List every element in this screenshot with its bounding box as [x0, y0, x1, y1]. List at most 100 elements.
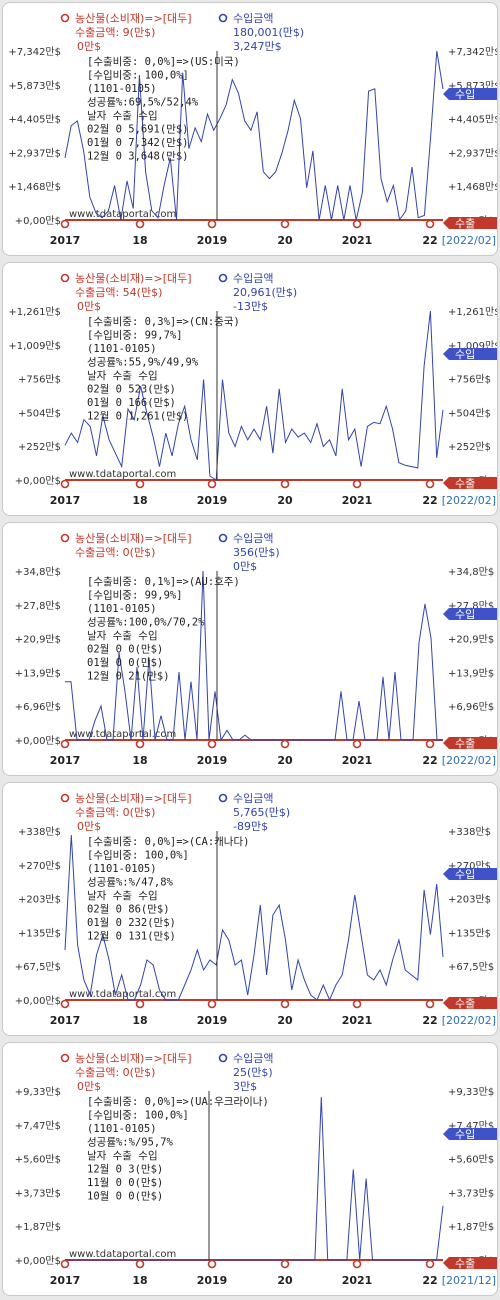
import-series-line [64, 50, 444, 222]
info-line: 성공률%:100,0%/70,2% [87, 617, 205, 629]
info-line: [수출비중: 0,3%]=>(CN:중국) [87, 316, 240, 328]
export-badge-label: 수출 [455, 737, 475, 750]
cursor-export-value: 0만$ [77, 40, 101, 53]
info-line: (1101-0105) [87, 863, 157, 875]
cursor-import-value: -89만$ [233, 820, 268, 833]
export-badge[interactable]: 수출 [443, 997, 498, 1010]
watermark: www.tdataportal.com [69, 1249, 176, 1260]
export-badge[interactable]: 수출 [443, 477, 498, 490]
x-tick-label: 20 [277, 1014, 293, 1027]
export-badge[interactable]: 수출 [443, 217, 498, 230]
export-amount: 수출금액: 54(만$) [75, 286, 162, 299]
export-amount: 수출금액: 0(만$) [75, 806, 155, 819]
info-line: 02월 0 0(만$) [87, 644, 163, 656]
info-line: 12월 0 3,648(만$) [87, 151, 189, 163]
export-badge-label: 수출 [455, 1257, 475, 1270]
y-tick-left: +338만$ [18, 826, 61, 838]
info-line: [수출비중: 0,0%]=>(CA:캐나다) [87, 836, 249, 848]
info-line: 02월 0 5,691(만$) [87, 124, 189, 136]
import-amount: 20,961(만$) [233, 286, 297, 299]
y-tick-left: +1,009만$ [8, 340, 61, 352]
chart-panel: 농산물(소비재)=>[대두] 수출금액: 0(만$) 수입금액 5,765(만$) 0만… [2, 782, 498, 1036]
import-badge-label: 수입 [455, 348, 475, 361]
export-legend-marker [60, 273, 70, 283]
y-tick-right: +6,96만$ [448, 701, 494, 713]
import-title: 수입금액 [233, 1052, 273, 1065]
import-legend-marker [218, 13, 228, 23]
x-tick-label: 2021 [342, 494, 373, 507]
y-tick-right: +504만$ [448, 407, 491, 419]
export-title: 농산물(소비재)=>[대두] [75, 12, 192, 25]
info-line: 11월 0 0(만$) [87, 1177, 163, 1189]
info-line: 12월 0 21(만$) [87, 671, 170, 683]
x-tick-label: 18 [132, 234, 147, 247]
import-badge-shape [443, 348, 497, 360]
import-badge[interactable]: 수입 [443, 88, 498, 101]
info-line: [수출비중: 0,0%]=>(UA:우크라이나) [87, 1096, 269, 1108]
export-point-marker [135, 739, 145, 749]
import-badge-shape [443, 608, 497, 620]
y-tick-left: +1,87만$ [15, 1221, 61, 1233]
import-badge-shape [443, 1128, 497, 1140]
export-point-marker [135, 1259, 145, 1269]
y-tick-right: +34,8만$ [448, 566, 494, 578]
import-amount: 5,765(만$) [233, 806, 290, 819]
export-title: 농산물(소비재)=>[대두] [75, 532, 192, 545]
export-badge[interactable]: 수출 [443, 737, 498, 750]
y-tick-left: +34,8만$ [15, 566, 61, 578]
import-badge[interactable]: 수입 [443, 348, 498, 361]
export-point-marker [425, 739, 435, 749]
cursor-export-value: 0만$ [77, 1080, 101, 1093]
x-tick-label: 2017 [50, 1014, 81, 1027]
export-title: 농산물(소비재)=>[대두] [75, 792, 192, 805]
import-badge[interactable]: 수입 [443, 868, 498, 881]
export-point-marker [280, 479, 290, 489]
import-badge-label: 수입 [455, 1128, 475, 1141]
import-amount: 180,001(만$) [233, 26, 304, 39]
y-tick-right: +5,60만$ [448, 1154, 494, 1166]
info-line: 12월 0 3(만$) [87, 1164, 163, 1176]
import-legend-marker [218, 273, 228, 283]
import-badge[interactable]: 수입 [443, 608, 498, 621]
export-point-marker [425, 1259, 435, 1269]
info-line: 날자 수출 수입 [87, 629, 158, 642]
x-tick-label: 22 [422, 494, 437, 507]
export-point-marker [207, 739, 217, 749]
export-legend-marker [60, 533, 70, 543]
y-tick-right: +1,261만$ [448, 306, 498, 318]
export-badge-label: 수출 [455, 217, 475, 230]
y-tick-right: +756만$ [448, 374, 491, 386]
y-tick-right: +3,73만$ [448, 1187, 494, 1199]
info-line: 01월 0 7,342(만$) [87, 137, 189, 149]
import-series-line [64, 834, 444, 1002]
y-tick-right: +1,87만$ [448, 1221, 494, 1233]
x-tick-label: 18 [132, 1014, 147, 1027]
info-line: 12월 0 131(만$) [87, 931, 176, 943]
export-badge[interactable]: 수출 [443, 1257, 498, 1270]
export-amount: 수출금액: 9(만$) [75, 26, 155, 39]
export-amount: 수출금액: 0(만$) [75, 1066, 155, 1079]
info-line: [수출비중: 0,1%]=>(AU:호주) [87, 576, 240, 588]
info-line: [수입비중: 99,7%] [87, 329, 183, 342]
info-line: [수입비중: 100,0%] [87, 849, 189, 862]
import-badge-shape [443, 88, 497, 100]
x-tick-label: 18 [132, 1274, 147, 1287]
import-badge[interactable]: 수입 [443, 1128, 498, 1141]
export-point-marker [135, 219, 145, 229]
info-line: 성공률%:%/95,7% [87, 1137, 174, 1149]
y-tick-left: +2,937만$ [8, 147, 61, 159]
export-point-marker [135, 999, 145, 1009]
y-tick-left: +1,261만$ [8, 306, 61, 318]
y-tick-left: +13,9만$ [15, 667, 61, 679]
x-tick-label: 22 [422, 754, 437, 767]
y-tick-left: +20,9만$ [15, 634, 61, 646]
import-series-line [65, 1096, 444, 1261]
date-label: [2022/02] [442, 1014, 496, 1027]
import-amount: 25(만$) [233, 1066, 273, 1079]
info-line: (1101-0105) [87, 603, 157, 615]
info-line: [수입비중: 100,0%] [87, 1109, 189, 1122]
export-point-marker [207, 999, 217, 1009]
export-badge-shape [443, 1257, 497, 1269]
y-tick-right: +1,468만$ [448, 181, 498, 193]
